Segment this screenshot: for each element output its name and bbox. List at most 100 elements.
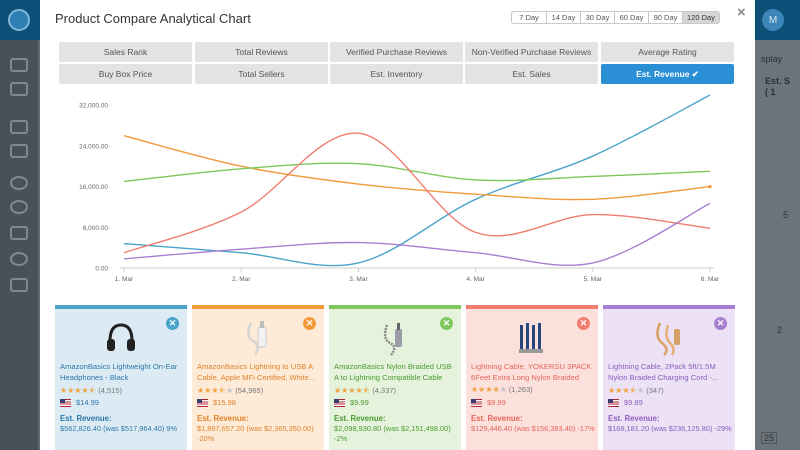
product-cards: ✕ AmazonBasics Lightweight On-Ear Headpho… xyxy=(55,305,740,450)
remove-product-icon[interactable]: ✕ xyxy=(714,317,727,330)
product-name[interactable]: AmazonBasics Nylon Braided USB A to Ligh… xyxy=(334,362,452,382)
product-name[interactable]: AmazonBasics Lightweight On-Ear Headphon… xyxy=(60,362,178,382)
modal-title: Product Compare Analytical Chart xyxy=(55,11,251,26)
headphones-icon[interactable] xyxy=(104,319,138,357)
range-14-day[interactable]: 14 Day xyxy=(546,11,580,24)
price-row: $14.99 xyxy=(60,398,99,407)
x-tick-label: 2. Mar xyxy=(232,276,251,283)
app-logo[interactable] xyxy=(8,9,30,31)
stars-filled: ★★★★⯪ xyxy=(60,386,97,395)
tab-total-sellers[interactable]: Total Sellers xyxy=(195,64,328,84)
range-60-day[interactable]: 60 Day xyxy=(614,11,648,24)
series-line[interactable] xyxy=(123,202,711,267)
y-tick-label: 16,000.00 xyxy=(79,184,108,191)
date-range-selector: 7 Day 14 Day 30 Day 60 Day 90 Day 120 Da… xyxy=(511,11,720,24)
tab-sales-rank[interactable]: Sales Rank xyxy=(59,42,192,62)
white-cable-icon[interactable] xyxy=(241,319,275,357)
stars-filled: ★★★★⯪ xyxy=(334,386,371,395)
stars-empty: ★ xyxy=(499,385,507,394)
stars-filled: ★★★★ xyxy=(471,385,500,394)
product-card: ✕ AmazonBasics Nylon Braided USB A to Lig… xyxy=(329,305,461,450)
building-icon[interactable] xyxy=(10,226,28,240)
page-size-select[interactable]: 25 xyxy=(761,432,778,444)
gold-cable-icon[interactable] xyxy=(652,319,686,357)
background-text: 2 xyxy=(777,325,783,335)
grid-icon[interactable] xyxy=(10,58,28,72)
price-row: $15.98 xyxy=(197,398,236,407)
us-flag-icon xyxy=(608,398,619,407)
revenue-value: $2,098,930.80 (was $2,151,498.00) -2% xyxy=(334,424,451,443)
review-count: (54,965) xyxy=(235,386,264,395)
data-point[interactable] xyxy=(708,184,712,189)
revenue-value: $168,181.20 (was $236,125.80) -29% xyxy=(608,424,732,433)
range-90-day[interactable]: 90 Day xyxy=(648,11,682,24)
cable-pack-icon[interactable] xyxy=(515,319,549,357)
product-card: ✕ AmazonBasics Lightning to USB A Cable, … xyxy=(192,305,324,450)
star-rating: ★★★★★ (1,263) xyxy=(471,385,533,394)
product-card: ✕ AmazonBasics Lightweight On-Ear Headpho… xyxy=(55,305,187,450)
tools-icon[interactable] xyxy=(10,144,28,158)
review-count: (4,515) xyxy=(98,386,123,395)
product-card: ✕ Lightning Cable, YOKERSU 3PACK 6Feet Ex… xyxy=(466,305,598,450)
tab-average-rating[interactable]: Average Rating xyxy=(601,42,734,62)
product-card: ✕ Lightning Cable, 2Pack 5ft/1.5M Nylon B… xyxy=(603,305,735,450)
revenue-value: $1,897,657.20 (was $2,365,350.00) -20% xyxy=(197,424,314,443)
star-rating: ★★★⯪★ (54,965) xyxy=(197,385,263,399)
x-tick-label: 1. Mar xyxy=(115,276,134,283)
tab-non-verified-purchase-reviews[interactable]: Non-Verified Purchase Reviews xyxy=(465,42,598,62)
tab-verified-purchase-reviews[interactable]: Verified Purchase Reviews xyxy=(330,42,463,62)
tab-est-inventory[interactable]: Est. Inventory xyxy=(330,64,463,84)
x-tick-label: 3. Mar xyxy=(349,276,368,283)
column-header[interactable]: Est. S ( 1 xyxy=(765,76,791,97)
compass-icon[interactable] xyxy=(10,252,28,266)
y-tick-label: 0.00 xyxy=(95,266,108,273)
product-price: $15.98 xyxy=(213,398,236,407)
series-line[interactable] xyxy=(123,132,711,254)
us-flag-icon xyxy=(60,398,71,407)
series-line[interactable] xyxy=(123,135,711,201)
remove-product-icon[interactable]: ✕ xyxy=(577,317,590,330)
series-line[interactable] xyxy=(123,94,711,267)
display-label: splay xyxy=(761,54,783,64)
revenue-value: $562,826.40 (was $517,964.40) 9% xyxy=(60,424,178,433)
price-row: $9.99 xyxy=(334,398,369,407)
close-icon[interactable]: × xyxy=(737,4,746,21)
y-tick-label: 24,000.00 xyxy=(79,143,108,150)
globe-icon[interactable] xyxy=(10,176,28,190)
revenue-label: Est. Revenue: xyxy=(197,414,249,423)
search-icon[interactable] xyxy=(10,200,28,214)
range-30-day[interactable]: 30 Day xyxy=(580,11,614,24)
list-icon[interactable] xyxy=(10,82,28,96)
remove-product-icon[interactable]: ✕ xyxy=(166,317,179,330)
product-name[interactable]: Lightning Cable, 2Pack 5ft/1.5M Nylon Br… xyxy=(608,362,719,382)
settings-icon[interactable] xyxy=(10,120,28,134)
product-price: $9.99 xyxy=(487,398,506,407)
us-flag-icon xyxy=(197,398,208,407)
product-name[interactable]: Lightning Cable, YOKERSU 3PACK 6Feet Ext… xyxy=(471,362,592,382)
x-tick-label: 5. Mar xyxy=(584,276,603,283)
star-rating: ★★★⯪★ (347) xyxy=(608,385,664,399)
stars-filled: ★★★⯪ xyxy=(608,386,638,395)
revenue-label: Est. Revenue: xyxy=(608,414,660,423)
tab-est-revenue[interactable]: Est. Revenue ✔ xyxy=(601,64,734,84)
chat-icon[interactable] xyxy=(10,278,28,292)
revenue-label: Est. Revenue: xyxy=(60,414,112,423)
us-flag-icon xyxy=(334,398,345,407)
product-price: $14.99 xyxy=(76,398,99,407)
x-tick-label: 6. Mar xyxy=(701,276,720,283)
series-line[interactable] xyxy=(123,162,711,183)
tab-buy-box-price[interactable]: Buy Box Price xyxy=(59,64,192,84)
review-count: (4,337) xyxy=(372,386,397,395)
price-row: $9.89 xyxy=(608,398,643,407)
background-panel: splay Est. S ( 1 5 2 25 xyxy=(755,40,800,450)
remove-product-icon[interactable]: ✕ xyxy=(440,317,453,330)
remove-product-icon[interactable]: ✕ xyxy=(303,317,316,330)
tab-total-reviews[interactable]: Total Reviews xyxy=(195,42,328,62)
braided-cable-icon[interactable] xyxy=(378,319,412,357)
product-name[interactable]: AmazonBasics Lightning to USB A Cable, A… xyxy=(197,362,316,382)
range-120-day[interactable]: 120 Day xyxy=(682,11,720,24)
avatar[interactable]: M xyxy=(762,9,784,31)
y-tick-label: 8,000.00 xyxy=(83,225,109,232)
tab-est-sales[interactable]: Est. Sales xyxy=(465,64,598,84)
range-7-day[interactable]: 7 Day xyxy=(511,11,546,24)
